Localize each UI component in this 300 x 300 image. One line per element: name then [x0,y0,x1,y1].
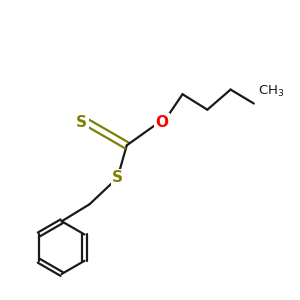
Text: CH$_3$: CH$_3$ [259,84,285,99]
Text: O: O [155,115,168,130]
Text: S: S [76,115,87,130]
Text: S: S [112,170,123,185]
